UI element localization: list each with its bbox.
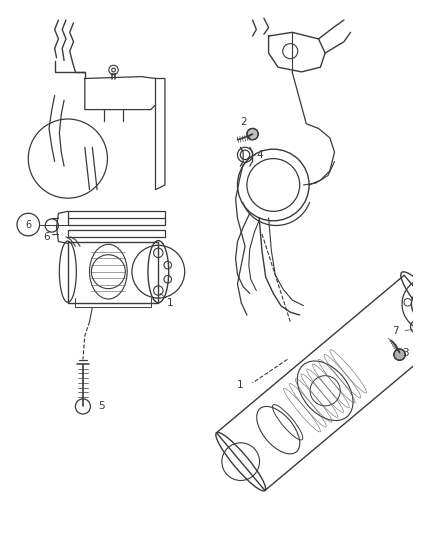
Text: 3: 3	[403, 348, 409, 358]
Text: 6: 6	[43, 232, 50, 242]
Text: 1: 1	[237, 380, 243, 390]
Text: 4: 4	[256, 150, 263, 160]
Text: 7: 7	[392, 327, 398, 336]
Text: 8: 8	[437, 361, 438, 372]
Text: 2: 2	[240, 117, 247, 126]
Circle shape	[394, 349, 405, 360]
Circle shape	[247, 128, 258, 140]
Text: 5: 5	[98, 401, 105, 411]
Text: 1: 1	[167, 298, 173, 308]
Text: 6: 6	[25, 220, 32, 230]
